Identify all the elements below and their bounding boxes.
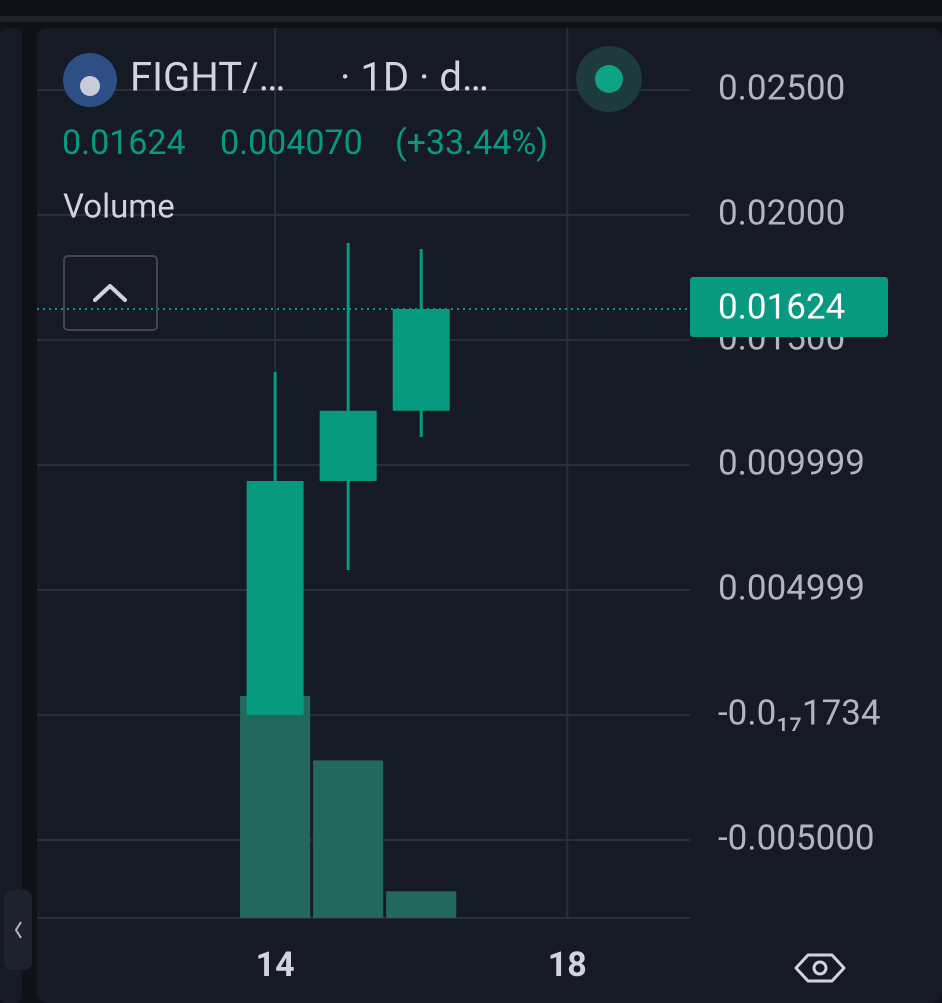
marks (37, 243, 690, 918)
x-tick-label: 18 (548, 945, 587, 985)
x-tick-label: 14 (256, 945, 295, 985)
last-price-label: 0.01624 (718, 286, 845, 327)
pane-label: Volume (63, 188, 175, 227)
candle-body (319, 410, 377, 481)
y-tick-label: -0.005000 (718, 817, 875, 858)
settings-button[interactable] (794, 953, 846, 983)
interval[interactable]: · 1D · d… (340, 54, 489, 101)
last-price-tag (690, 277, 888, 337)
y-tick-label: 0.02000 (718, 192, 845, 233)
candle-body (392, 309, 450, 411)
volume-bar (240, 696, 311, 918)
volume-bar (386, 891, 457, 918)
y-tick-label: 0.004999 (718, 567, 865, 608)
candle-body (246, 481, 304, 715)
change: 0.004070 (220, 123, 363, 163)
change-percent: (+33.44%) (395, 123, 548, 163)
y-tick-label: 0.02500 (718, 67, 845, 108)
avatar-figure (80, 76, 100, 96)
volume-bar (313, 760, 384, 918)
y-tick-label: 0.009999 (718, 442, 865, 483)
collapse-button[interactable] (63, 255, 158, 331)
settings-hole (812, 960, 828, 976)
side-tab[interactable] (4, 890, 32, 970)
labels: -0.005000-0.0₁₇17340.0049990.0099990.015… (256, 67, 888, 985)
top-border (0, 16, 942, 22)
symbol[interactable]: FIGHT/… (130, 54, 285, 101)
last-price: 0.01624 (62, 123, 186, 163)
chevron-up (93, 284, 127, 302)
status-dot[interactable] (595, 65, 623, 93)
left-panel (0, 28, 22, 1003)
y-tick-label: -0.0₁₇1734 (718, 692, 881, 733)
side-tab-arrow (14, 921, 22, 939)
